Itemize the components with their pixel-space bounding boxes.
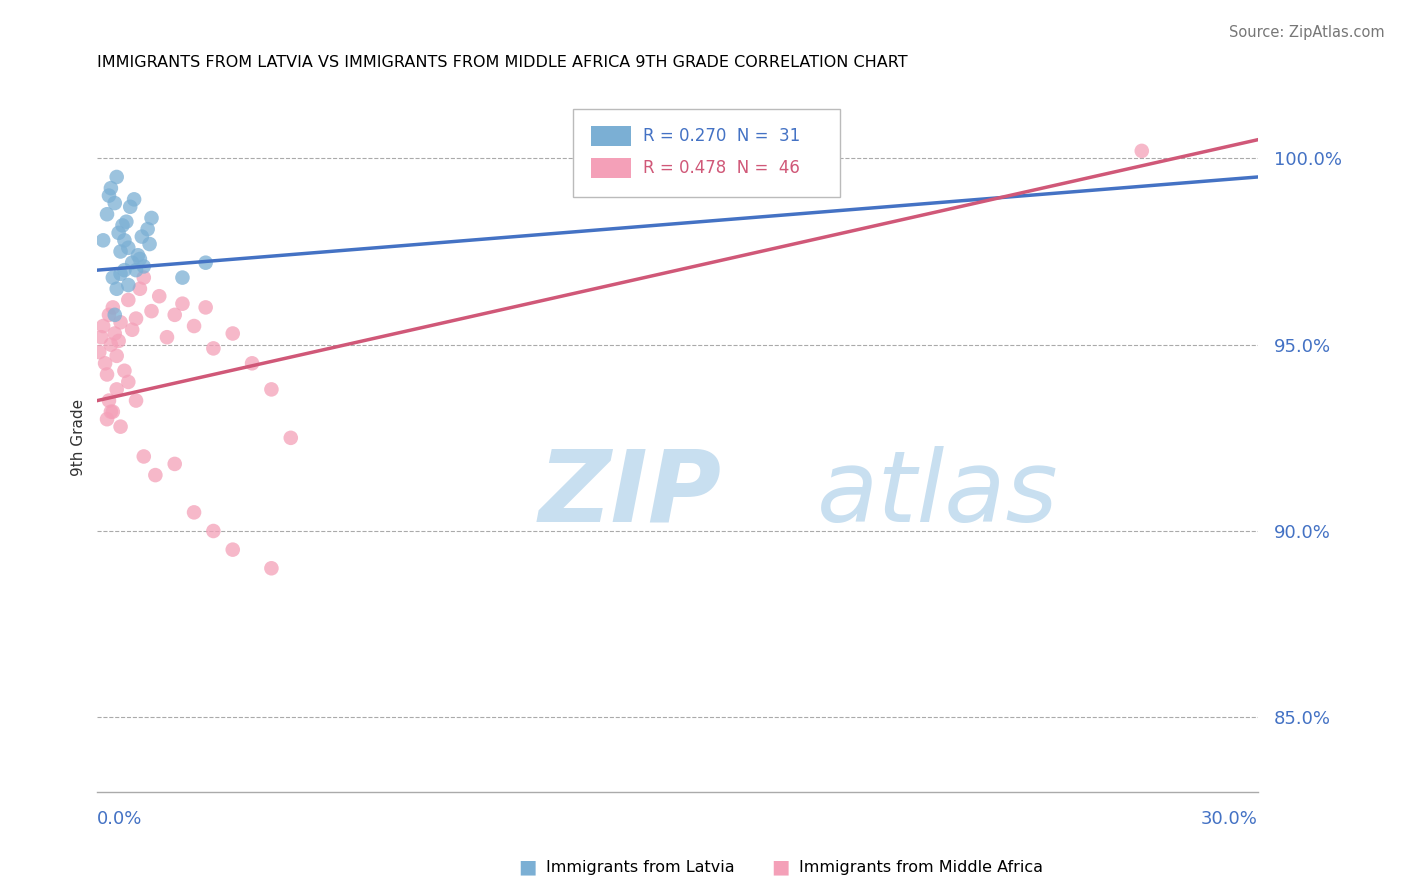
Point: [240, 356, 263, 370]
Point: [96, 207, 118, 221]
Point: [107, 226, 129, 240]
Point: [110, 244, 132, 259]
Text: atlas: atlas: [817, 446, 1059, 543]
Point: [97, 188, 120, 202]
Point: [96, 368, 118, 382]
Point: [136, 222, 159, 236]
Point: [101, 405, 124, 419]
Point: [132, 260, 155, 274]
Point: [163, 457, 186, 471]
Text: Source: ZipAtlas.com: Source: ZipAtlas.com: [1229, 25, 1385, 40]
Point: [222, 542, 245, 557]
Point: [131, 229, 153, 244]
Point: [125, 393, 148, 408]
Point: [141, 304, 163, 318]
Point: [132, 270, 155, 285]
Point: [91, 233, 114, 247]
Point: [122, 192, 145, 206]
Point: [280, 431, 302, 445]
Text: ■: ■: [517, 857, 537, 877]
Point: [104, 326, 127, 341]
Point: [111, 219, 134, 233]
Point: [163, 308, 186, 322]
Point: [110, 267, 132, 281]
Point: [129, 252, 152, 266]
FancyBboxPatch shape: [591, 158, 631, 178]
Point: [202, 524, 225, 538]
Point: [125, 311, 148, 326]
Point: [101, 270, 124, 285]
Point: [112, 263, 135, 277]
Point: [110, 419, 132, 434]
Point: [101, 301, 124, 315]
Point: [127, 248, 149, 262]
Point: [94, 356, 117, 370]
Point: [100, 181, 122, 195]
Text: Immigrants from Middle Africa: Immigrants from Middle Africa: [799, 860, 1043, 874]
Point: [194, 301, 217, 315]
Point: [1130, 144, 1153, 158]
Point: [100, 405, 122, 419]
Point: [117, 293, 139, 307]
Point: [120, 200, 142, 214]
Point: [104, 308, 127, 322]
Point: [117, 278, 139, 293]
Text: R = 0.270  N =  31: R = 0.270 N = 31: [643, 128, 800, 145]
Point: [96, 412, 118, 426]
FancyBboxPatch shape: [591, 127, 631, 146]
Point: [91, 319, 114, 334]
Point: [97, 308, 120, 322]
Point: [156, 330, 179, 344]
Point: [145, 468, 167, 483]
FancyBboxPatch shape: [574, 109, 839, 197]
Point: [97, 393, 120, 408]
Text: R = 0.478  N =  46: R = 0.478 N = 46: [643, 159, 800, 178]
Point: [90, 330, 112, 344]
Point: [129, 282, 152, 296]
Point: [112, 233, 135, 247]
Point: [125, 263, 148, 277]
Point: [202, 342, 225, 356]
Text: 30.0%: 30.0%: [1201, 811, 1258, 829]
Point: [105, 169, 128, 184]
Point: [141, 211, 163, 225]
Y-axis label: 9th Grade: 9th Grade: [72, 400, 86, 476]
Text: IMMIGRANTS FROM LATVIA VS IMMIGRANTS FROM MIDDLE AFRICA 9TH GRADE CORRELATION CH: IMMIGRANTS FROM LATVIA VS IMMIGRANTS FRO…: [97, 55, 908, 70]
Text: Immigrants from Latvia: Immigrants from Latvia: [546, 860, 734, 874]
Point: [194, 255, 217, 269]
Text: 0.0%: 0.0%: [97, 811, 143, 829]
Point: [105, 383, 128, 397]
Point: [107, 334, 129, 348]
Point: [105, 349, 128, 363]
Point: [100, 337, 122, 351]
Point: [183, 505, 205, 519]
Point: [138, 237, 160, 252]
Point: [172, 296, 194, 310]
Point: [183, 319, 205, 334]
Point: [121, 255, 143, 269]
Point: [132, 450, 155, 464]
Point: [148, 289, 170, 303]
Text: ■: ■: [770, 857, 790, 877]
Point: [105, 282, 128, 296]
Point: [112, 364, 135, 378]
Text: ZIP: ZIP: [538, 446, 721, 543]
Point: [117, 375, 139, 389]
Point: [222, 326, 245, 341]
Point: [121, 323, 143, 337]
Point: [260, 561, 283, 575]
Point: [104, 196, 127, 211]
Point: [115, 215, 138, 229]
Point: [117, 241, 139, 255]
Point: [172, 270, 194, 285]
Point: [89, 345, 111, 359]
Point: [260, 383, 283, 397]
Point: [110, 315, 132, 329]
